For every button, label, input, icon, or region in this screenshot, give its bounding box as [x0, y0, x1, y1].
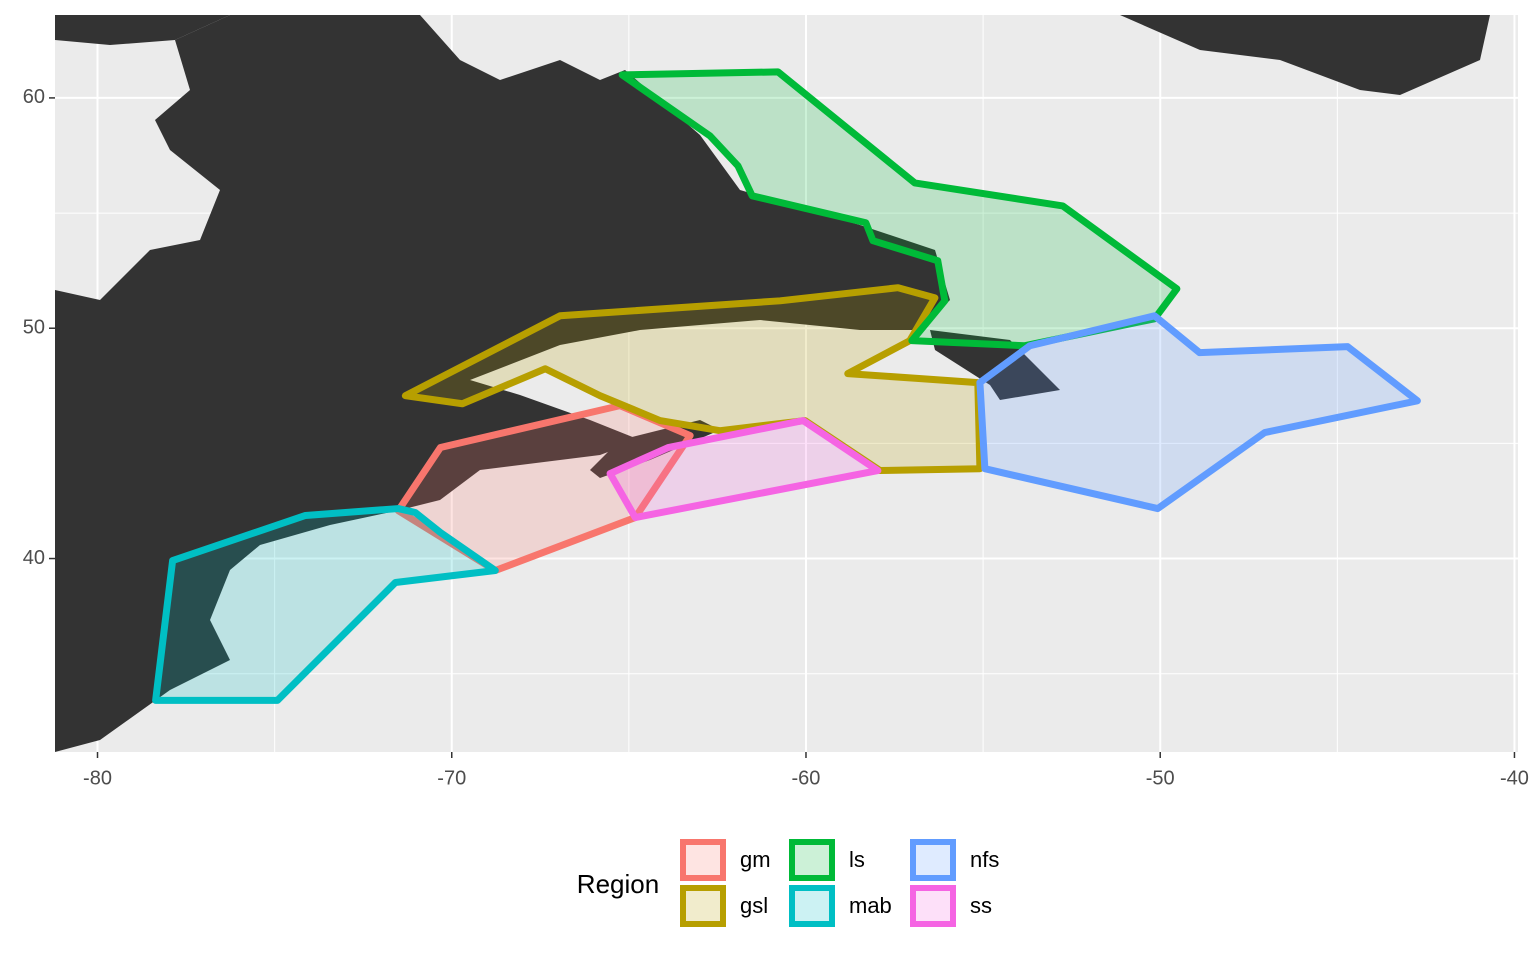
y-tick-label: 60 [23, 86, 45, 108]
legend: gm gsl ls mab nfs ss [680, 839, 999, 927]
mainland [55, 15, 950, 752]
legend-label: ls [849, 847, 865, 872]
region-polygon [618, 68, 1181, 350]
axes: -80 -70 -60 -50 -40 40 50 60 [23, 86, 1529, 789]
x-tick-label: -70 [437, 767, 466, 789]
region-polygon [401, 284, 984, 475]
legend-label: mab [849, 893, 892, 918]
hudson-land [55, 15, 230, 45]
x-tick-label: -40 [1500, 767, 1529, 789]
newfoundland [930, 330, 1060, 400]
legend-label: ss [970, 893, 992, 918]
y-tick-label: 50 [23, 317, 45, 339]
legend-key [910, 885, 956, 927]
x-tick-label: -60 [792, 767, 821, 789]
legend-label: nfs [970, 847, 999, 872]
legend-key [680, 885, 726, 927]
region-polygon [976, 312, 1421, 513]
legend-key [789, 839, 835, 881]
regions [152, 68, 1421, 704]
region-polygon [606, 417, 882, 522]
legend-key [680, 839, 726, 881]
legend-title: Region [577, 869, 659, 899]
x-tick-label: -50 [1146, 767, 1175, 789]
x-tick-label: -80 [83, 767, 112, 789]
y-tick-label: 40 [23, 547, 45, 569]
legend-label: gsl [740, 893, 768, 918]
region-polygon [152, 505, 499, 704]
legend-key [910, 839, 956, 881]
legend-key [789, 885, 835, 927]
greenland [1120, 15, 1490, 95]
legend-label: gm [740, 847, 771, 872]
